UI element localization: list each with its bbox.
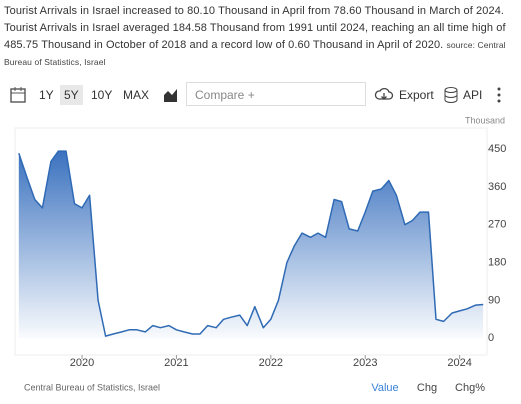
x-tick-label: 2022 (259, 357, 283, 369)
calendar-icon[interactable] (8, 85, 28, 105)
footer-tab[interactable]: Chg (417, 382, 437, 394)
chart-type-icon[interactable] (162, 86, 180, 104)
range-button[interactable]: MAX (123, 88, 150, 102)
footer-tab[interactable]: Chg% (455, 382, 485, 394)
description-text: Tourist Arrivals in Israel increased to … (4, 5, 506, 51)
menu-icon[interactable] (494, 85, 504, 105)
y-tick-label: 360 (488, 181, 506, 193)
export-button[interactable]: Export (399, 88, 434, 102)
description: Tourist Arrivals in Israel increased to … (4, 3, 518, 71)
range-button[interactable]: 1Y (39, 88, 54, 102)
footer-tab[interactable]: Value (371, 382, 398, 394)
source-text: source: Central Bureau of Statistics, Is… (4, 40, 506, 67)
area-line (18, 150, 484, 337)
y-tick-label: 450 (488, 143, 506, 155)
compare-input[interactable]: Compare + (186, 82, 366, 106)
y-tick-label: 270 (488, 219, 506, 231)
area-fill (18, 151, 484, 339)
export-icon[interactable] (374, 85, 394, 105)
api-icon[interactable] (443, 86, 459, 104)
x-tick-label: 2024 (447, 357, 471, 369)
y-tick-label: 0 (488, 332, 494, 344)
x-tick-label: 2023 (353, 357, 377, 369)
y-tick-label: 90 (488, 294, 500, 306)
range-button[interactable]: 10Y (91, 88, 113, 102)
x-tick-label: 2020 (70, 357, 94, 369)
range-button[interactable]: 5Y (60, 85, 83, 105)
x-tick-label: 2021 (164, 357, 188, 369)
api-button[interactable]: API (463, 88, 483, 102)
footer-source: Central Bureau of Statistics, Israel (24, 382, 160, 392)
plot-frame (14, 127, 488, 356)
unit-label: Thousand (465, 115, 505, 125)
toolbar: 1Y 5Y 10Y MAX Compare + Export API (0, 81, 521, 109)
y-tick-label: 180 (488, 256, 506, 268)
